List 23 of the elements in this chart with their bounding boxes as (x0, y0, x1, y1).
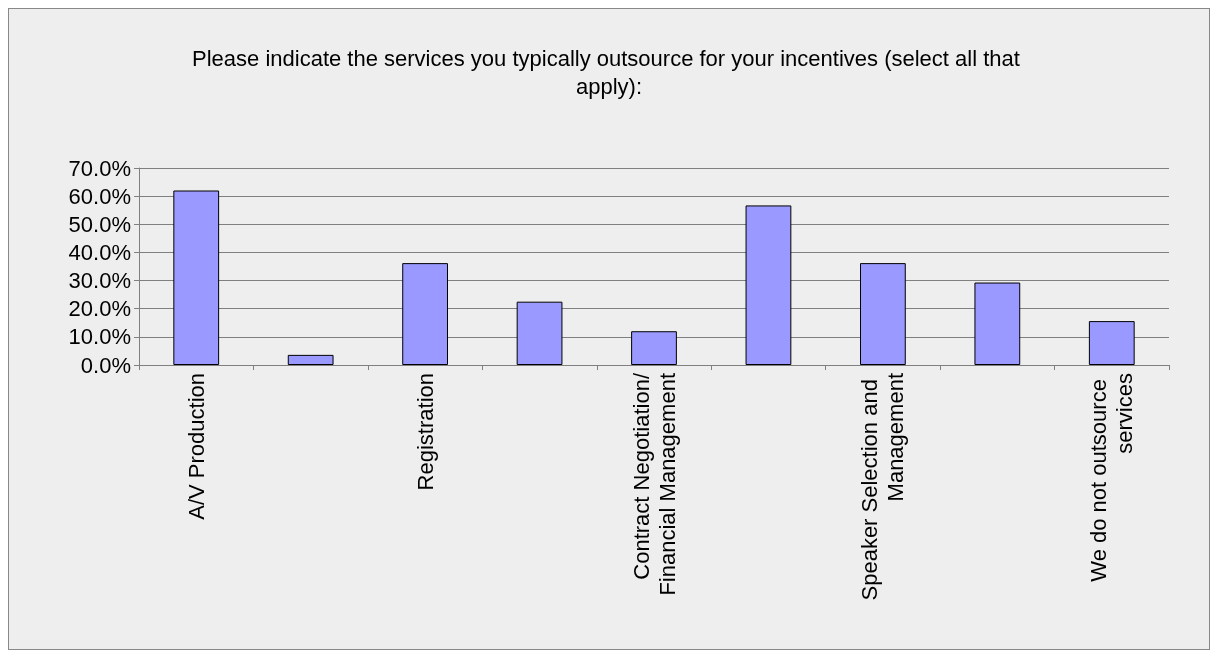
bar (860, 263, 906, 365)
x-tick-label: Contract Negotiation/Financial Management (628, 372, 680, 596)
bar (974, 282, 1021, 365)
chart-title: Please indicate the services you typically outsource for your incentives (select all that apply): (192, 45, 1026, 99)
y-tick-label: 60.0% (68, 183, 131, 209)
bar (287, 354, 334, 365)
x-tick-label: We do not outsource services (1086, 373, 1138, 582)
x-tick-label: Speaker Selection and Management (857, 373, 909, 601)
y-tick-label: 30.0% (68, 268, 131, 294)
x-tick-label: A/V Production (183, 373, 209, 520)
bar (402, 263, 448, 365)
x-tick-label: Registration (412, 373, 438, 491)
y-tick-label: 40.0% (68, 239, 131, 265)
y-tick-label: 20.0% (68, 296, 131, 322)
bar (516, 301, 563, 365)
y-tick-label: 50.0% (68, 211, 131, 237)
bar (745, 205, 792, 365)
y-tick-label: 70.0% (68, 155, 131, 181)
y-tick-label: 10.0% (68, 324, 131, 350)
bar (1088, 321, 1135, 365)
y-tick-label: 0.0% (80, 352, 131, 378)
bar (631, 331, 677, 365)
bar (173, 190, 220, 365)
